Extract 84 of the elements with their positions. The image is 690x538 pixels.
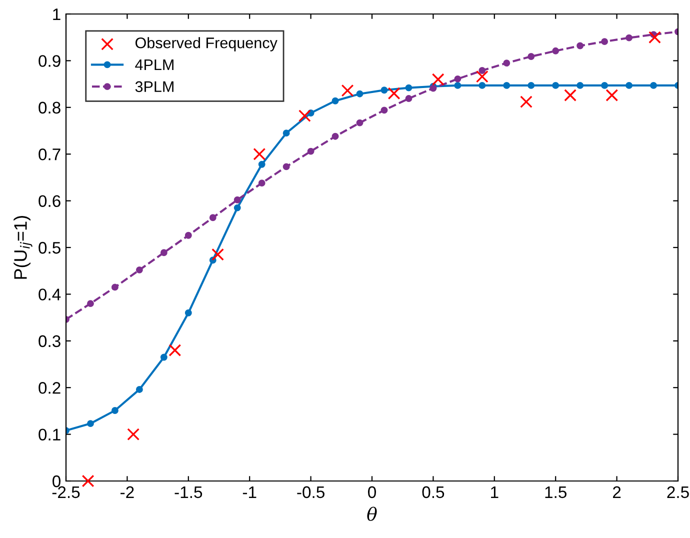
point [476,70,488,83]
y-tick-label: 0.6 [38,195,60,208]
point [576,82,584,89]
legend-label: 3PLM [135,81,174,92]
point [380,106,388,114]
x-tick-label: 0 [368,486,376,498]
point [356,90,364,98]
y-tick-label: 0 [52,475,60,488]
y-tick-label: 0.9 [38,55,60,67]
point [111,284,118,291]
x-tick-label: 0.5 [422,486,444,498]
point [650,82,657,89]
x-tick-label: 2 [613,486,621,498]
point [253,148,266,160]
y-tick-label: 0.5 [38,242,60,254]
point [454,75,462,82]
point [576,42,584,50]
x-tick-label: -1.5 [174,486,202,498]
point [601,38,608,46]
point [478,67,486,74]
x-tick-label: -0.5 [297,486,324,498]
x-tick-label: 2.5 [667,486,689,498]
point [341,84,354,97]
point [82,474,94,488]
point [127,428,140,441]
point [258,180,266,187]
point [282,130,290,137]
point [87,420,94,428]
point [601,82,608,89]
point [478,82,486,89]
point [432,73,444,86]
y-tick-label: 0.2 [38,382,60,394]
legend-label: 4PLM [135,60,174,70]
point [258,160,266,168]
point [212,248,224,261]
point [552,82,560,89]
point [332,132,339,140]
point [606,89,618,102]
legend-label: Observed Frequency [135,37,278,52]
x-tick-label: -2 [120,486,134,498]
point [234,204,241,212]
point [626,34,633,42]
point [160,249,168,256]
point [503,82,510,89]
point [552,47,560,54]
point [356,119,364,126]
point [234,196,241,204]
point [209,214,216,222]
point [282,163,290,170]
point [503,60,510,67]
point [454,82,462,89]
point [136,266,143,274]
x-tick-label: -2.5 [52,486,80,498]
point [380,86,388,94]
y-axis-title: P(U$_{ij}$=1) [14,216,32,279]
point [168,344,182,356]
point [111,407,118,414]
point [184,232,192,239]
point [520,96,532,108]
point [405,84,412,92]
point [298,110,311,122]
point [648,31,661,44]
point [307,148,314,155]
point [184,309,192,316]
x-tick-label: 1 [491,486,498,498]
point [136,386,143,393]
point [388,87,400,100]
y-tick-label: 0.1 [38,428,60,441]
point [87,300,94,308]
y-tick-label: 0.3 [38,335,60,348]
y-tick-label: 0.4 [38,288,61,300]
point [160,354,168,361]
y-tick-label: 0.7 [38,148,60,160]
point [528,53,535,60]
point [332,97,339,104]
x-tick-label: -1 [242,486,256,498]
x-tick-label: 1.5 [545,486,566,498]
y-tick-label: 0.8 [38,102,60,114]
y-tick-label: 1 [53,8,60,20]
point [405,95,412,102]
point [528,82,535,89]
point [564,89,576,102]
point [626,82,633,89]
x-axis-title: θ [367,506,377,521]
